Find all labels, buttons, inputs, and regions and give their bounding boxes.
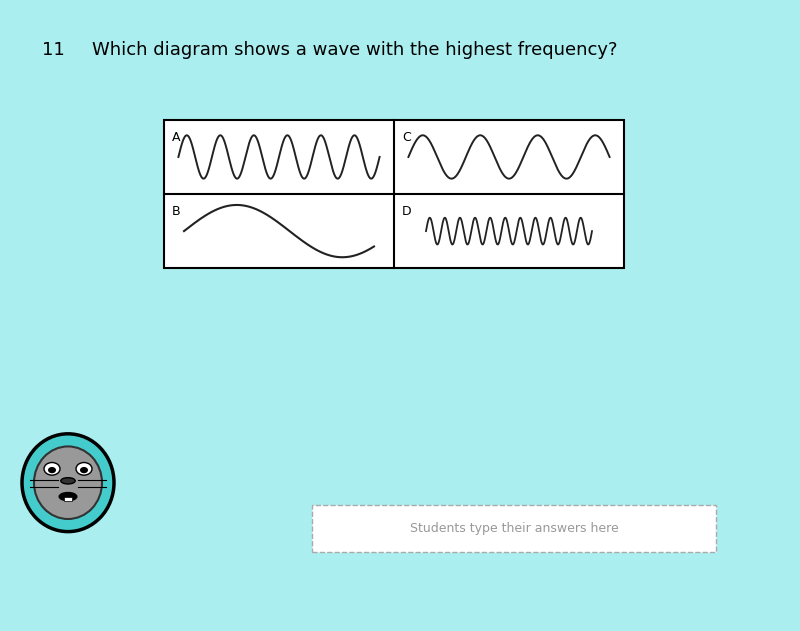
Ellipse shape (59, 492, 77, 501)
Bar (164, 120, 624, 268)
Text: 11: 11 (42, 41, 64, 59)
Text: C: C (402, 131, 410, 144)
Text: Students type their answers here: Students type their answers here (410, 522, 618, 535)
Text: B: B (172, 206, 181, 218)
Circle shape (48, 467, 56, 473)
Bar (312, 505, 716, 552)
Bar (64, 497, 72, 501)
Ellipse shape (22, 434, 114, 531)
Text: A: A (172, 131, 181, 144)
Text: Which diagram shows a wave with the highest frequency?: Which diagram shows a wave with the high… (92, 41, 618, 59)
Ellipse shape (34, 447, 102, 519)
Circle shape (76, 463, 92, 475)
Text: D: D (402, 206, 412, 218)
Circle shape (80, 467, 88, 473)
Ellipse shape (61, 478, 75, 484)
Circle shape (44, 463, 60, 475)
